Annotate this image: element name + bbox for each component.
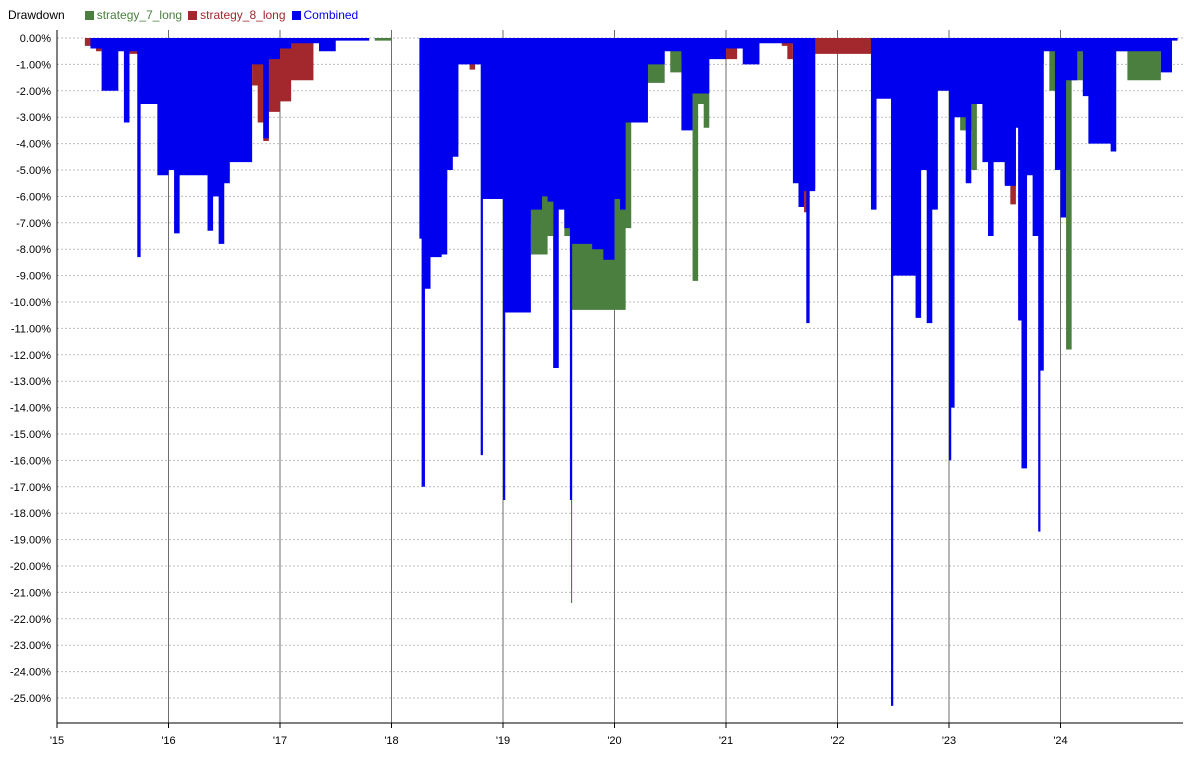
legend-swatch-combined	[291, 10, 301, 20]
y-tick-label: -2.00%	[16, 86, 51, 98]
y-tick-label: -14.00%	[10, 403, 51, 415]
x-tick-label: '19	[496, 735, 510, 747]
legend-swatch-strategy-7	[84, 10, 94, 20]
y-tick-label: -20.00%	[10, 561, 51, 573]
x-tick-label: '24	[1053, 735, 1067, 747]
chart-title: Drawdown	[8, 8, 65, 22]
x-tick-label: '18	[384, 735, 398, 747]
x-tick-label: '20	[607, 735, 621, 747]
x-tick-label: '17	[273, 735, 287, 747]
y-tick-label: -17.00%	[10, 482, 51, 494]
y-tick-label: -23.00%	[10, 640, 51, 652]
y-tick-label: -12.00%	[10, 350, 51, 362]
y-tick-label: -6.00%	[16, 191, 51, 203]
legend-item-strategy-7[interactable]: strategy_7_long	[84, 8, 183, 22]
y-tick-label: -11.00%	[11, 323, 51, 335]
y-tick-label: -9.00%	[16, 271, 51, 283]
x-tick-label: '16	[161, 735, 175, 747]
x-tick-label: '15	[50, 735, 64, 747]
legend-label-strategy-8: strategy_8_long	[200, 8, 286, 22]
y-tick-label: -22.00%	[10, 614, 51, 626]
y-tick-label: -7.00%	[16, 218, 51, 230]
y-tick-label: -4.00%	[16, 139, 51, 151]
y-tick-label: -24.00%	[10, 667, 51, 679]
y-tick-label: -13.00%	[10, 376, 51, 388]
y-tick-label: -21.00%	[10, 587, 51, 599]
legend-label-strategy-7: strategy_7_long	[96, 8, 183, 22]
y-tick-label: -3.00%	[16, 112, 51, 124]
y-tick-label: -10.00%	[10, 297, 51, 309]
y-tick-label: -16.00%	[10, 455, 51, 467]
legend-swatch-strategy-8	[188, 10, 198, 20]
y-tick-label: -18.00%	[10, 508, 51, 520]
y-tick-label: -5.00%	[16, 165, 51, 177]
y-tick-label: -1.00%	[16, 59, 51, 71]
y-tick-label: -25.00%	[10, 693, 51, 705]
x-tick-label: '23	[942, 735, 956, 747]
legend-label-combined: Combined	[303, 8, 359, 22]
chart-legend: Drawdown strategy_7_long strategy_8_long…	[8, 8, 364, 22]
y-tick-label: 0.00%	[20, 33, 51, 45]
y-tick-label: -15.00%	[10, 429, 51, 441]
x-tick-label: '22	[830, 735, 844, 747]
y-tick-label: -19.00%	[10, 535, 51, 547]
legend-item-combined[interactable]: Combined	[291, 8, 359, 22]
x-tick-label: '21	[719, 735, 733, 747]
legend-item-strategy-8[interactable]: strategy_8_long	[188, 8, 286, 22]
series-area-combined	[90, 38, 1178, 706]
y-tick-label: -8.00%	[16, 244, 51, 256]
